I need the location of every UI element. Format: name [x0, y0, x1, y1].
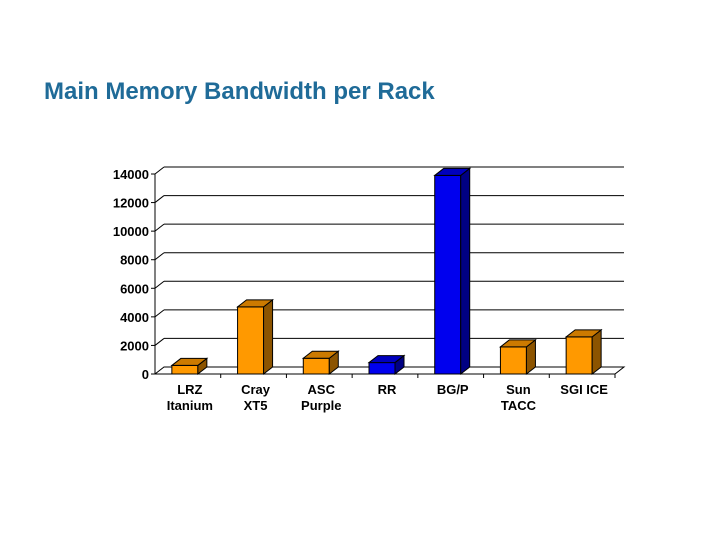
- bar-front: [499, 346, 527, 375]
- bar-front: [434, 174, 462, 375]
- bar-front: [237, 306, 265, 375]
- x-tick-label: BG/P: [437, 382, 469, 397]
- bar-top: [301, 350, 340, 359]
- bar: [564, 328, 603, 376]
- x-tick-label-line: Itanium: [167, 398, 213, 413]
- bar: [433, 167, 472, 376]
- bar: [170, 357, 209, 376]
- bar-top: [433, 167, 472, 176]
- x-tick-label-line: BG/P: [437, 382, 469, 397]
- x-tick-label-line: Sun: [506, 382, 531, 397]
- gridline-depth: [154, 309, 165, 318]
- x-tick-label-line: ASC: [308, 382, 336, 397]
- chart-walls: [153, 174, 626, 375]
- bar: [498, 338, 537, 376]
- bar-top: [564, 329, 603, 338]
- x-tick-label-line: XT5: [244, 398, 268, 413]
- gridline-depth: [154, 223, 165, 232]
- x-tick-label-line: RR: [378, 382, 397, 397]
- gridline-depth: [154, 338, 165, 346]
- gridline-depth: [154, 166, 165, 175]
- gridline-depth: [154, 252, 165, 261]
- x-tick-label: SGI ICE: [560, 382, 608, 397]
- y-tick-label: 0: [142, 367, 149, 382]
- y-tick-label: 10000: [113, 224, 149, 239]
- bar-top: [498, 339, 537, 348]
- bar-side: [263, 298, 274, 376]
- bar-front: [565, 336, 593, 375]
- y-tick-label: 6000: [120, 281, 149, 296]
- bar-side: [460, 167, 471, 376]
- bar: [301, 350, 340, 376]
- bar-side: [591, 328, 602, 376]
- bar: [236, 298, 275, 376]
- bars: [170, 167, 603, 376]
- bar-top: [367, 355, 406, 364]
- y-tick-label: 2000: [120, 338, 149, 353]
- x-tick-label: Cray XT5: [241, 382, 271, 413]
- bar: [367, 354, 406, 376]
- bar-front: [302, 357, 330, 375]
- y-tick-label: 12000: [113, 196, 149, 211]
- bar-top: [236, 299, 275, 308]
- y-axis-ticks: 0 2000 4000 6000 8000 10000 12000 14000: [113, 167, 155, 382]
- bar-front: [368, 362, 396, 375]
- bar-front: [171, 364, 199, 375]
- y-tick-label: 8000: [120, 253, 149, 268]
- x-tick-label: RR: [378, 382, 397, 397]
- y-tick-label: 4000: [120, 310, 149, 325]
- x-tick-label-line: LRZ: [177, 382, 202, 397]
- y-tick-label: 14000: [113, 167, 149, 182]
- x-tick-label-line: Cray: [241, 382, 271, 397]
- page-title: Main Memory Bandwidth per Rack: [44, 78, 435, 105]
- x-tick-label: ASC Purple: [301, 382, 341, 413]
- gridlines: [154, 166, 624, 346]
- x-tick-label-line: SGI ICE: [560, 382, 608, 397]
- bar-top: [170, 357, 209, 366]
- x-tick-label: Sun TACC: [501, 382, 537, 413]
- x-tick-label: LRZ Itanium: [167, 382, 213, 413]
- x-tick-label-line: Purple: [301, 398, 341, 413]
- gridline-depth: [154, 280, 165, 289]
- x-tick-label-line: TACC: [501, 398, 537, 413]
- gridline-depth: [154, 195, 165, 203]
